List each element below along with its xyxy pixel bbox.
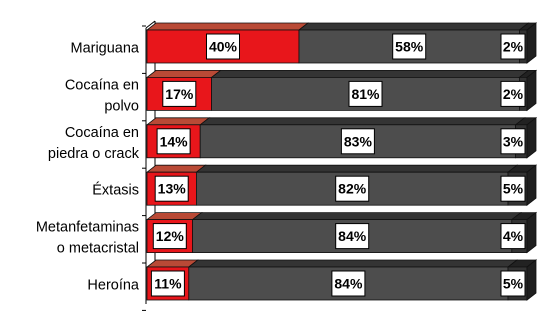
bar-top-face-s2 [199,117,526,126]
data-label: 82% [338,181,367,197]
data-label-box [348,80,383,107]
data-label-box [500,33,526,60]
data-label-box [150,270,185,297]
data-label-box [392,33,427,60]
bar-top-face-s1 [145,117,211,126]
data-label: 83% [344,133,373,149]
category-label: o metacristal [57,241,139,257]
data-label-box [331,270,366,297]
bar-top-face-s2 [210,70,530,78]
bar-top-face-s2 [195,164,519,173]
data-label: 2% [503,39,524,55]
data-label-box [500,223,526,250]
category-label: polvo [104,98,139,114]
bar-side-face [526,69,537,112]
data-label: 17% [165,86,194,102]
category-label: Metanfetaminas [36,220,139,236]
bar-top-face-s2 [191,212,522,221]
category-label: piedra o crack [48,146,140,162]
category-label: Cocaína en [65,77,139,93]
data-label-box [335,223,370,250]
data-label-box [500,270,526,297]
data-label-box [340,128,375,155]
data-label: 5% [503,276,524,292]
data-label: 3% [503,133,524,149]
category-label: Éxtasis [92,182,139,199]
data-label-box [335,175,370,202]
bar-top-face-s2 [297,22,530,31]
data-label-box [156,128,191,155]
data-label-box [162,80,197,107]
data-label-box [152,223,187,250]
data-label: 84% [334,276,363,292]
category-label: Mariguana [70,41,139,57]
data-label: 84% [338,228,367,244]
data-label-box [500,175,526,202]
bar-top-face-s1 [145,164,207,173]
bar-side-face [526,116,537,159]
bar-side-face [526,259,537,301]
data-label: 11% [154,276,182,292]
bar-side-face [526,22,537,64]
bars-layer [145,22,537,301]
bar-side-face [526,211,537,254]
data-label: 13% [158,181,187,197]
data-label: 4% [503,228,524,244]
category-label: Cocaína en [65,125,139,141]
data-label: 58% [395,39,424,55]
data-label: 14% [160,133,189,149]
data-label: 2% [503,86,524,102]
data-label-box [500,128,526,155]
bar-side-face [526,164,537,207]
bar-top-face-s2 [187,259,519,268]
data-label: 40% [209,39,238,55]
data-label-box [206,33,240,60]
labels-layer: Mariguana Cocaína en polvo Cocaína en piedra… [36,33,526,297]
bar-top-face-s1 [145,22,310,31]
bar-top-face-s1 [145,70,222,78]
data-label: 5% [503,181,524,197]
data-label: 12% [156,228,185,244]
data-label-box [154,175,189,202]
data-label: 81% [351,86,380,102]
category-label: Heroína [87,278,140,294]
y-axis-top-depth [145,20,156,29]
data-label-box [500,80,526,107]
